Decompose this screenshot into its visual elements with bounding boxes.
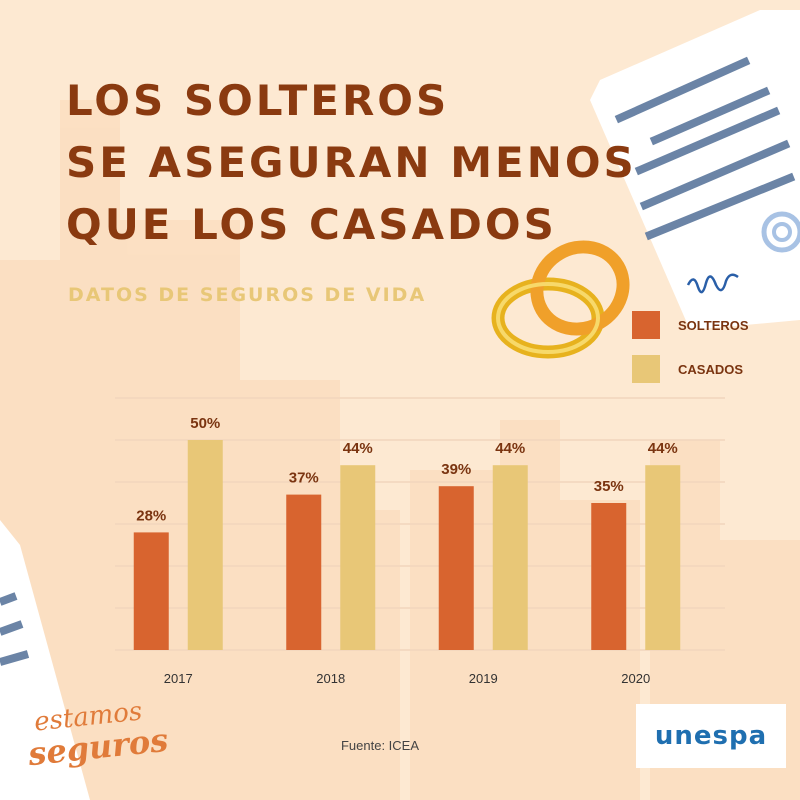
data-label-solteros-2020: 35%	[594, 478, 624, 495]
data-label-solteros-2018: 37%	[289, 470, 319, 487]
chart-legend: SOLTEROS CASADOS	[632, 310, 749, 398]
x-tick-label-2018: 2018	[316, 671, 345, 686]
data-label-casados-2019: 44%	[495, 440, 525, 457]
x-tick-label-2017: 2017	[164, 671, 193, 686]
document-icon	[590, 10, 800, 330]
unespa-logo: unespa	[636, 704, 786, 768]
bar-solteros-2019	[438, 486, 474, 650]
x-tick-label-2019: 2019	[469, 671, 498, 686]
bar-casados-2019	[492, 465, 528, 650]
bar-solteros-2020	[591, 503, 627, 650]
source-note: Fuente: ICEA	[340, 738, 420, 753]
legend-item-casados: CASADOS	[632, 354, 749, 384]
bar-casados-2018	[340, 465, 376, 650]
bar-solteros-2017	[133, 532, 169, 650]
title-line: LOS SOLTEROS	[66, 76, 450, 125]
legend-swatch-casados	[632, 355, 660, 383]
subtitle: DATOS DE SEGUROS DE VIDA	[68, 284, 427, 306]
unespa-logo-text: unespa	[654, 721, 768, 751]
bar-casados-2017	[187, 440, 223, 650]
legend-item-solteros: SOLTEROS	[632, 310, 749, 340]
x-tick-label-2020: 2020	[621, 671, 650, 686]
legend-swatch-solteros	[632, 311, 660, 339]
title-line: QUE LOS CASADOS	[66, 200, 557, 249]
wedding-rings-icon	[491, 240, 630, 359]
data-label-solteros-2019: 39%	[441, 461, 471, 478]
legend-label-solteros: SOLTEROS	[678, 317, 749, 333]
page-title: LOS SOLTEROS SE ASEGURAN MENOS QUE LOS C…	[66, 70, 637, 256]
document-icon	[0, 520, 90, 800]
bar-solteros-2018	[286, 494, 322, 650]
legend-label-casados: CASADOS	[678, 361, 744, 377]
data-label-casados-2020: 44%	[648, 440, 678, 457]
data-label-casados-2018: 44%	[343, 440, 373, 457]
bar-casados-2020	[645, 465, 681, 650]
data-label-casados-2017: 50%	[190, 415, 220, 432]
data-label-solteros-2017: 28%	[136, 507, 166, 524]
title-line: SE ASEGURAN MENOS	[66, 138, 637, 187]
estamos-seguros-logo: estamos seguros	[22, 696, 169, 780]
